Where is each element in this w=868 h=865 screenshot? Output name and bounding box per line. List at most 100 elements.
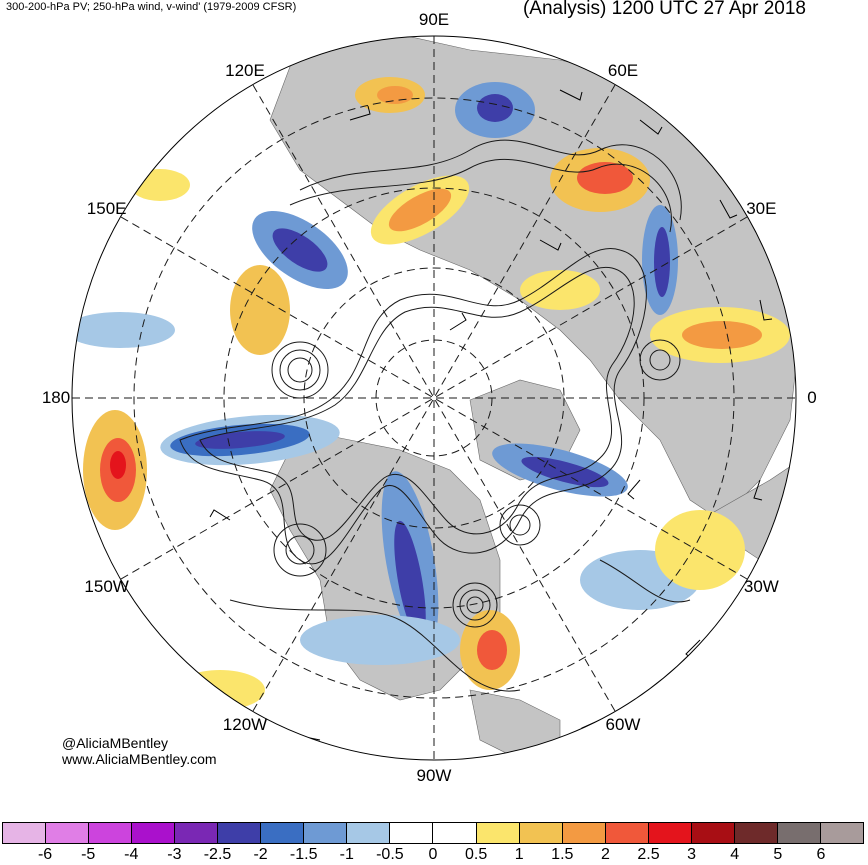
- longitude-label: 150E: [86, 199, 127, 218]
- colorbar-swatch: [691, 823, 735, 843]
- colorbar-tick-label: -2.5: [203, 846, 232, 863]
- polar-map: [71, 35, 797, 761]
- wind-barb: [627, 479, 641, 500]
- colorbar-swatch: [3, 823, 47, 843]
- wind-barb: [559, 89, 583, 101]
- wind-barb: [719, 199, 738, 219]
- colorbar-swatch: [304, 823, 348, 843]
- colorbar-tick-label: -3: [167, 846, 182, 863]
- wind-barb: [85, 541, 101, 561]
- colorbar-swatch: [734, 823, 778, 843]
- land-south-america: [469, 689, 561, 760]
- colorbar-swatch: [605, 823, 649, 843]
- longitude-label: 120W: [222, 715, 268, 735]
- longitude-label: 90E: [418, 10, 450, 29]
- colorbar-tick-label: 6: [816, 846, 826, 863]
- colorbar-swatch: [519, 823, 563, 843]
- pv-contour: [287, 357, 313, 383]
- colorbar-swatch: [820, 823, 863, 843]
- wind-barb: [539, 239, 562, 251]
- colorbar-tick-label: -6: [37, 846, 53, 863]
- map-disc: [72, 36, 796, 760]
- author-handle: @AliciaMBentley: [62, 735, 169, 751]
- pv-contours: [179, 139, 691, 692]
- colorbar-tick-label: 2.5: [637, 846, 660, 863]
- wind-barb: [199, 81, 223, 101]
- pv-contour: [285, 535, 315, 565]
- pv-contour: [599, 559, 691, 603]
- pv-contour: [279, 349, 321, 391]
- longitude-label: 30W: [743, 577, 779, 596]
- pv-contour: [639, 339, 681, 381]
- wind-barb: [87, 239, 97, 261]
- colorbar-tick-label: 1.5: [551, 846, 574, 863]
- longitude-label: 60E: [607, 60, 639, 80]
- pv-contour: [289, 158, 672, 233]
- wind-barb: [349, 105, 371, 121]
- colorbar-swatch: [175, 823, 219, 843]
- colorbar-tick-label: -4: [124, 846, 139, 863]
- meridian: [120, 216, 748, 580]
- wind-barb: [449, 312, 467, 331]
- longitude-label: 150W: [84, 577, 129, 596]
- colorbar-swatch: [433, 823, 477, 843]
- colorbar-tick-label: -1.5: [289, 846, 318, 863]
- pv-contour: [466, 596, 484, 614]
- colorbar-swatch: [390, 823, 434, 843]
- colorbar-tick-label: 0: [428, 846, 438, 863]
- pv-positive-fill: [83, 77, 790, 710]
- colorbar-swatch: [562, 823, 606, 843]
- meridian: [252, 84, 616, 712]
- wind-barb: [209, 509, 231, 521]
- pv-contour: [199, 266, 635, 541]
- longitude-label: 30E: [746, 199, 777, 218]
- colorbar-ticks: -6 -5 -4 -3 -2.5 -2 -1.5 -1 -0.5 0 0.5 1 1.5 2 2.5 3 4 5 6: [2, 846, 864, 865]
- longitude-label: 60W: [605, 715, 641, 735]
- pv-contour: [299, 139, 682, 221]
- colorbar-tick-label: 5: [773, 846, 783, 863]
- colorbar-tick-label: -1: [339, 846, 354, 863]
- author-website: www.AliciaMBentley.com: [62, 751, 217, 767]
- wind-barb: [759, 299, 773, 321]
- colorbar-swatch: [648, 823, 692, 843]
- pv-contour: [452, 582, 498, 628]
- colorbar-tick-label: 3: [687, 846, 697, 863]
- colorbar-swatch: [46, 823, 90, 843]
- pv-contour: [459, 589, 491, 621]
- pv-contour: [509, 514, 531, 536]
- pv-contour: [499, 504, 541, 546]
- pv-contour: [229, 599, 521, 692]
- colorbar: [2, 822, 864, 844]
- meridian: [252, 84, 616, 712]
- lat-circle: [133, 97, 735, 699]
- colorbar-tick-label: 1: [514, 846, 524, 863]
- longitude-label: 90W: [416, 766, 452, 785]
- map-title: (Analysis) 1200 UTC 27 Apr 2018: [522, 0, 806, 19]
- wind-barb: [159, 665, 181, 681]
- wind-barb: [639, 119, 663, 135]
- colorbar-tick-label: -2: [253, 846, 268, 863]
- map-subtitle: 300-200-hPa PV; 250-hPa wind, v-wind' (1…: [6, 1, 297, 13]
- longitude-label: 120E: [225, 60, 265, 80]
- colorbar-swatch: [777, 823, 821, 843]
- colorbar-swatch: [132, 823, 176, 843]
- colorbar-swatch: [261, 823, 305, 843]
- wind-barb: [149, 119, 171, 141]
- colorbar-tick-label: -0.5: [376, 846, 404, 863]
- colorbar-swatch: [89, 823, 133, 843]
- lat-circle: [303, 267, 565, 529]
- colorbar-swatch: [218, 823, 262, 843]
- pv-contour: [273, 523, 327, 577]
- longitude-label: 180: [41, 388, 71, 407]
- map-border: [71, 35, 797, 761]
- colorbar-swatch: [476, 823, 520, 843]
- meridian: [120, 216, 748, 580]
- colorbar-tick-label: 0.5: [464, 846, 488, 863]
- colorbar-tick-label: 4: [730, 846, 740, 863]
- lat-lon-grid: [72, 36, 796, 760]
- colorbar-tick-label: 2: [600, 846, 610, 863]
- wind-barb: [753, 479, 763, 501]
- pv-contour: [649, 349, 671, 371]
- colorbar-swatch: [347, 823, 391, 843]
- longitude-label: 0: [807, 388, 817, 407]
